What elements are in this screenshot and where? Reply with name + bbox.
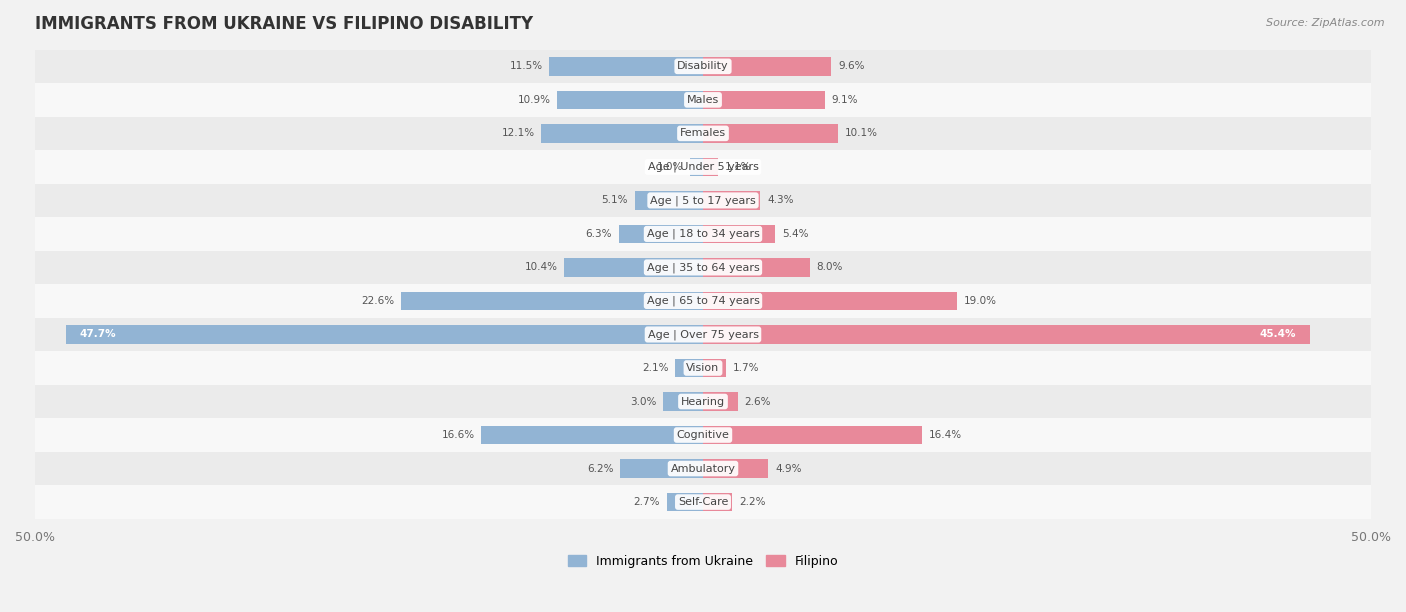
Text: 2.7%: 2.7% — [634, 497, 661, 507]
Bar — [703, 392, 738, 411]
Bar — [35, 184, 1371, 217]
Bar — [35, 50, 1371, 83]
Bar — [675, 359, 703, 377]
Text: 10.4%: 10.4% — [524, 263, 557, 272]
Bar — [703, 158, 717, 176]
Bar — [66, 325, 703, 344]
Bar — [550, 57, 703, 75]
Bar — [564, 258, 703, 277]
Bar — [35, 418, 1371, 452]
Text: 2.6%: 2.6% — [744, 397, 770, 406]
Text: 16.6%: 16.6% — [441, 430, 475, 440]
Text: Hearing: Hearing — [681, 397, 725, 406]
Bar — [703, 124, 838, 143]
Bar — [35, 117, 1371, 150]
Bar — [619, 225, 703, 243]
Text: 2.1%: 2.1% — [641, 363, 668, 373]
Bar — [689, 158, 703, 176]
Bar — [703, 460, 769, 478]
Text: Age | 35 to 64 years: Age | 35 to 64 years — [647, 262, 759, 273]
Text: 6.2%: 6.2% — [586, 463, 613, 474]
Text: Males: Males — [688, 95, 718, 105]
Bar — [703, 493, 733, 511]
Text: 2.2%: 2.2% — [740, 497, 766, 507]
Bar — [35, 485, 1371, 519]
Bar — [703, 325, 1309, 344]
Legend: Immigrants from Ukraine, Filipino: Immigrants from Ukraine, Filipino — [568, 554, 838, 567]
Bar — [481, 426, 703, 444]
Bar — [35, 217, 1371, 251]
Text: Age | 18 to 34 years: Age | 18 to 34 years — [647, 229, 759, 239]
Bar — [703, 225, 775, 243]
Bar — [35, 351, 1371, 385]
Text: 9.6%: 9.6% — [838, 61, 865, 72]
Text: 1.1%: 1.1% — [724, 162, 751, 172]
Bar — [620, 460, 703, 478]
Text: 4.9%: 4.9% — [775, 463, 801, 474]
Text: 45.4%: 45.4% — [1260, 329, 1296, 340]
Bar — [662, 392, 703, 411]
Bar — [703, 91, 824, 109]
Text: 1.0%: 1.0% — [657, 162, 683, 172]
Text: 47.7%: 47.7% — [79, 329, 115, 340]
Text: 5.4%: 5.4% — [782, 229, 808, 239]
Text: Age | Over 75 years: Age | Over 75 years — [648, 329, 758, 340]
Bar — [703, 191, 761, 210]
Text: Disability: Disability — [678, 61, 728, 72]
Text: 12.1%: 12.1% — [502, 129, 534, 138]
Text: 10.1%: 10.1% — [845, 129, 877, 138]
Text: 1.7%: 1.7% — [733, 363, 759, 373]
Bar — [557, 91, 703, 109]
Bar — [703, 258, 810, 277]
Bar — [35, 284, 1371, 318]
Text: Age | 5 to 17 years: Age | 5 to 17 years — [650, 195, 756, 206]
Text: 19.0%: 19.0% — [963, 296, 997, 306]
Bar — [703, 426, 922, 444]
Text: 4.3%: 4.3% — [768, 195, 793, 206]
Bar — [666, 493, 703, 511]
Text: 10.9%: 10.9% — [517, 95, 551, 105]
Bar — [541, 124, 703, 143]
Bar — [703, 359, 725, 377]
Text: 5.1%: 5.1% — [602, 195, 628, 206]
Bar — [703, 57, 831, 75]
Text: Vision: Vision — [686, 363, 720, 373]
Text: Self-Care: Self-Care — [678, 497, 728, 507]
Bar — [636, 191, 703, 210]
Text: 9.1%: 9.1% — [831, 95, 858, 105]
Bar — [35, 318, 1371, 351]
Text: 6.3%: 6.3% — [586, 229, 612, 239]
Bar — [401, 292, 703, 310]
Bar — [35, 150, 1371, 184]
Text: 16.4%: 16.4% — [929, 430, 962, 440]
Bar — [35, 251, 1371, 284]
Text: Cognitive: Cognitive — [676, 430, 730, 440]
Text: Females: Females — [681, 129, 725, 138]
Text: 22.6%: 22.6% — [361, 296, 395, 306]
Bar — [35, 452, 1371, 485]
Text: Source: ZipAtlas.com: Source: ZipAtlas.com — [1267, 18, 1385, 28]
Text: 8.0%: 8.0% — [817, 263, 844, 272]
Text: 11.5%: 11.5% — [509, 61, 543, 72]
Text: Ambulatory: Ambulatory — [671, 463, 735, 474]
Bar — [35, 83, 1371, 117]
Text: IMMIGRANTS FROM UKRAINE VS FILIPINO DISABILITY: IMMIGRANTS FROM UKRAINE VS FILIPINO DISA… — [35, 15, 533, 33]
Bar — [703, 292, 957, 310]
Text: Age | Under 5 years: Age | Under 5 years — [648, 162, 758, 172]
Bar — [35, 385, 1371, 418]
Text: 3.0%: 3.0% — [630, 397, 657, 406]
Text: Age | 65 to 74 years: Age | 65 to 74 years — [647, 296, 759, 306]
